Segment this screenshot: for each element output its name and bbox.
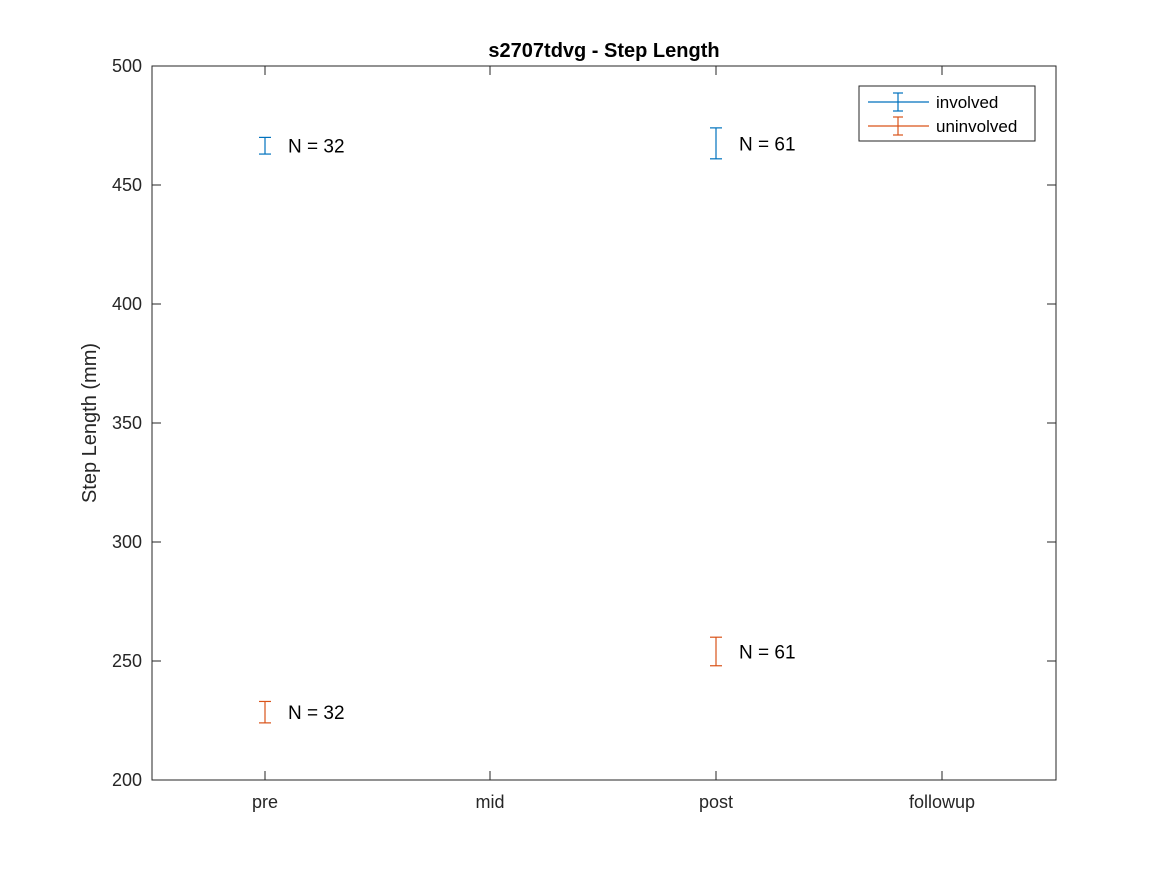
n-annotation: N = 61 <box>739 134 796 155</box>
y-tick-label: 250 <box>112 651 142 671</box>
n-annotation: N = 32 <box>288 703 345 724</box>
y-tick-label: 500 <box>112 56 142 76</box>
x-tick-label: followup <box>909 792 975 812</box>
y-tick-label: 200 <box>112 770 142 790</box>
y-tick-label: 400 <box>112 294 142 314</box>
y-axis-label: Step Length (mm) <box>79 343 101 503</box>
legend: involved uninvolved <box>859 86 1035 141</box>
y-tick-label: 300 <box>112 532 142 552</box>
chart-title: s2707tdvg - Step Length <box>488 40 719 62</box>
x-tick-label: mid <box>475 792 504 812</box>
x-tick-label: post <box>699 792 733 812</box>
n-annotation: N = 61 <box>739 642 796 663</box>
n-annotation: N = 32 <box>288 137 345 158</box>
y-tick-label: 350 <box>112 413 142 433</box>
x-tick-label: pre <box>252 792 278 812</box>
legend-label-uninvolved: uninvolved <box>936 117 1017 136</box>
legend-label-involved: involved <box>936 93 998 112</box>
y-tick-label: 450 <box>112 175 142 195</box>
plot-area <box>152 66 1056 780</box>
